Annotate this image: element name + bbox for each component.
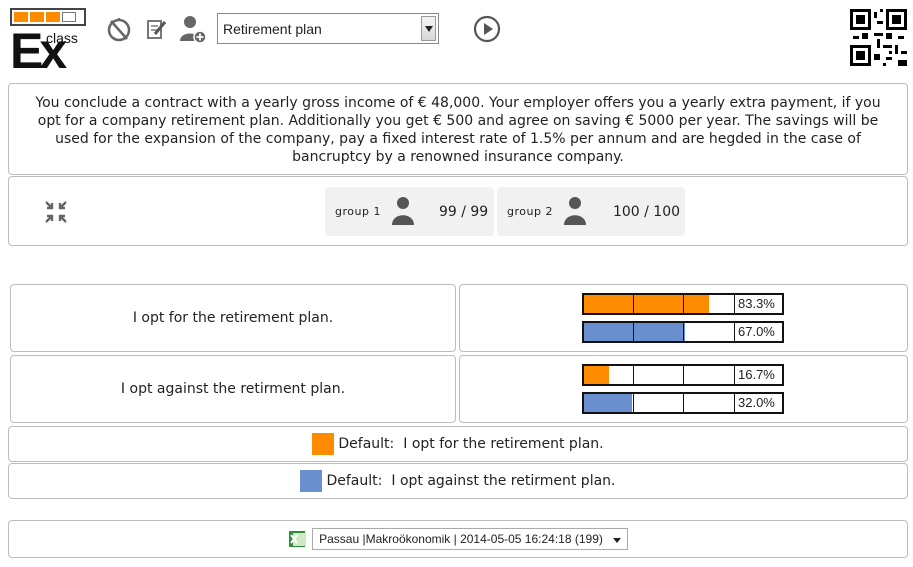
result-bar: 83.3% (582, 293, 784, 315)
logo-text: Ex (10, 23, 67, 79)
play-icon[interactable] (472, 14, 502, 44)
collapse-icon[interactable] (43, 199, 69, 225)
treatment-select-value: Retirement plan (223, 20, 322, 37)
answer-text: I opt for the retirement plan. (132, 310, 334, 326)
legend-group-1: Default: I opt for the retirement plan. (8, 426, 908, 462)
legend-text: I opt for the retirement plan. (403, 436, 604, 452)
answer-text: I opt against the retirment plan. (120, 381, 346, 397)
result-percent: 32.0% (734, 394, 782, 412)
group-label: group 1 (335, 205, 381, 218)
session-select[interactable]: Passau |Makroökonomik | 2014-05-05 16:24… (312, 528, 628, 550)
result-bar-fill (584, 366, 610, 384)
excel-export-icon[interactable] (288, 529, 308, 549)
session-select-value: Passau |Makroökonomik | 2014-05-05 16:24… (319, 532, 603, 546)
result-bar-fill (584, 394, 632, 412)
chevron-down-icon[interactable] (612, 532, 621, 546)
logo-meter (10, 8, 86, 26)
clipboard-edit-icon[interactable] (141, 14, 171, 44)
chevron-down-icon[interactable] (421, 16, 436, 41)
qr-code-icon (850, 9, 907, 66)
classex-logo: Ex class (10, 8, 86, 79)
group-count: 100 / 100 (612, 203, 681, 220)
answer-option-1: I opt for the retirement plan. (10, 284, 456, 352)
legend-swatch (312, 433, 335, 455)
result-bar: 16.7% (582, 364, 784, 386)
answer-result-2: 16.7% 32.0% (459, 355, 908, 423)
result-bar: 32.0% (582, 392, 784, 414)
result-percent: 83.3% (734, 295, 782, 313)
groups-panel: group 1 99 / 99 group 2 100 / 100 (8, 176, 908, 246)
result-percent: 67.0% (734, 323, 782, 341)
answer-option-2: I opt against the retirment plan. (10, 355, 456, 423)
add-user-icon[interactable] (178, 14, 208, 44)
legend-text: I opt against the retirment plan. (391, 473, 616, 489)
group-card-1: group 1 99 / 99 (325, 187, 494, 236)
footer-panel: Passau |Makroökonomik | 2014-05-05 16:24… (8, 520, 908, 558)
answer-result-1: 83.3% 67.0% (459, 284, 908, 352)
no-timer-icon[interactable] (104, 14, 134, 44)
group-card-2: group 2 100 / 100 (497, 187, 685, 236)
legend-prefix: Default: (338, 436, 395, 452)
logo-subtext: class (46, 30, 78, 46)
group-label: group 2 (507, 205, 553, 218)
result-percent: 16.7% (734, 366, 782, 384)
result-bar-fill (584, 323, 685, 341)
user-icon (391, 195, 415, 229)
legend-prefix: Default: (326, 473, 383, 489)
legend-swatch (300, 470, 323, 492)
legend-group-2: Default: I opt against the retirment pla… (8, 463, 908, 499)
user-icon (563, 195, 587, 229)
group-count: 99 / 99 (438, 203, 489, 220)
treatment-select[interactable]: Retirement plan (217, 13, 439, 44)
result-bar-fill (584, 295, 709, 313)
result-bar: 67.0% (582, 321, 784, 343)
question-description: You conclude a contract with a yearly gr… (8, 83, 908, 175)
